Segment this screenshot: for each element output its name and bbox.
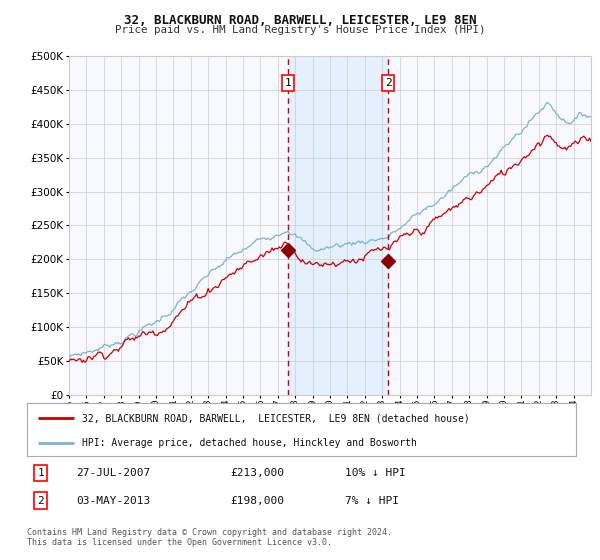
Text: 32, BLACKBURN ROAD, BARWELL,  LEICESTER,  LE9 8EN (detached house): 32, BLACKBURN ROAD, BARWELL, LEICESTER, … bbox=[82, 413, 470, 423]
Text: Price paid vs. HM Land Registry's House Price Index (HPI): Price paid vs. HM Land Registry's House … bbox=[115, 25, 485, 35]
Text: 1: 1 bbox=[284, 78, 291, 88]
Text: £198,000: £198,000 bbox=[230, 496, 284, 506]
Text: £213,000: £213,000 bbox=[230, 468, 284, 478]
Bar bbox=[288, 56, 388, 395]
Text: 7% ↓ HPI: 7% ↓ HPI bbox=[346, 496, 400, 506]
Text: HPI: Average price, detached house, Hinckley and Bosworth: HPI: Average price, detached house, Hinc… bbox=[82, 438, 417, 448]
Text: 32, BLACKBURN ROAD, BARWELL, LEICESTER, LE9 8EN: 32, BLACKBURN ROAD, BARWELL, LEICESTER, … bbox=[124, 14, 476, 27]
Text: 1: 1 bbox=[37, 468, 44, 478]
Text: 2: 2 bbox=[385, 78, 391, 88]
Text: 27-JUL-2007: 27-JUL-2007 bbox=[76, 468, 151, 478]
Text: 03-MAY-2013: 03-MAY-2013 bbox=[76, 496, 151, 506]
Text: 2: 2 bbox=[37, 496, 44, 506]
Text: 10% ↓ HPI: 10% ↓ HPI bbox=[346, 468, 406, 478]
Text: Contains HM Land Registry data © Crown copyright and database right 2024.
This d: Contains HM Land Registry data © Crown c… bbox=[27, 528, 392, 547]
